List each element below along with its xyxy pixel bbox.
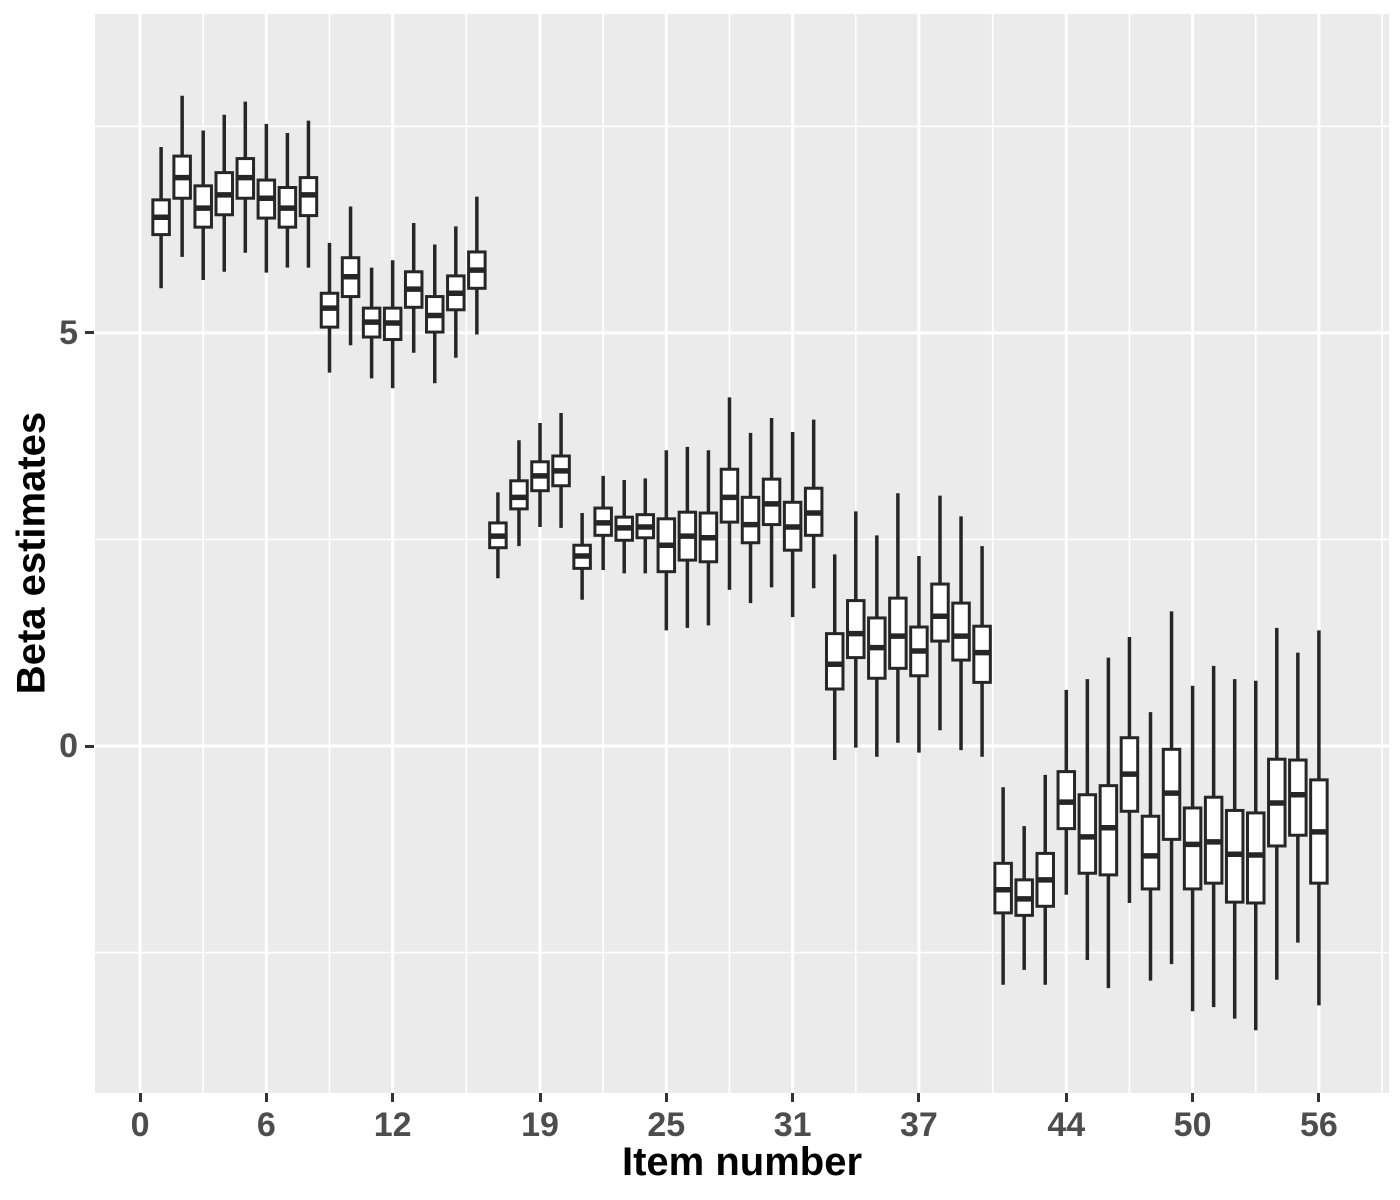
boxplot-item-27 — [698, 450, 719, 626]
iqr-box — [951, 601, 971, 662]
iqr-box — [824, 632, 845, 691]
x-tick-label: 0 — [130, 1106, 150, 1144]
boxplot-item-5 — [235, 101, 256, 253]
y-tick-label: 5 — [59, 313, 78, 352]
boxplot-item-38 — [930, 495, 950, 731]
boxplot-item-13 — [403, 223, 424, 353]
boxplot-item-25 — [656, 450, 677, 631]
x-tick-mark — [391, 1093, 395, 1102]
x-tick-mark — [1064, 1093, 1068, 1102]
boxplot-item-14 — [425, 244, 445, 384]
x-tick-label: 25 — [647, 1106, 686, 1144]
boxplot-item-10 — [340, 206, 361, 346]
boxplot-item-15 — [446, 226, 466, 358]
x-axis-title: Item number — [621, 1140, 863, 1184]
boxplot-item-53 — [1245, 680, 1266, 1031]
boxplot-item-52 — [1224, 679, 1245, 1019]
boxplot-item-32 — [803, 419, 824, 589]
x-tick-mark — [264, 1093, 268, 1102]
x-tick-mark — [138, 1093, 142, 1102]
boxplot-item-37 — [909, 555, 929, 753]
boxplot-item-51 — [1203, 665, 1224, 1008]
boxplot-item-39 — [951, 516, 971, 751]
x-tick-label: 37 — [900, 1106, 938, 1144]
boxplot-item-12 — [382, 260, 403, 389]
boxplot-item-56 — [1309, 630, 1329, 1006]
x-tick-label: 44 — [1047, 1106, 1086, 1144]
boxplot-item-8 — [298, 120, 319, 268]
x-tick-mark — [664, 1093, 668, 1102]
boxplot-item-29 — [740, 432, 761, 604]
plot-panel — [95, 14, 1389, 1093]
boxplot-item-31 — [782, 432, 803, 618]
iqr-box — [1077, 793, 1098, 875]
boxplot-item-43 — [1035, 774, 1055, 985]
boxplot-item-6 — [256, 123, 277, 273]
iqr-box — [1182, 806, 1203, 891]
x-tick-label: 6 — [256, 1106, 276, 1144]
boxplot-item-30 — [761, 418, 782, 588]
boxplot-item-21 — [572, 513, 592, 600]
boxplot-item-17 — [488, 492, 508, 579]
y-tick-mark — [85, 331, 94, 335]
y-tick-label: 0 — [59, 727, 78, 765]
boxplot-item-40 — [972, 546, 992, 757]
boxplot-item-1 — [151, 147, 171, 289]
boxplot-item-48 — [1140, 712, 1161, 981]
boxplot-item-35 — [867, 535, 887, 757]
boxplot-item-42 — [1014, 826, 1034, 970]
iqr-box — [1140, 814, 1161, 891]
boxplot-item-23 — [614, 479, 634, 574]
y-tick-mark — [85, 744, 94, 748]
boxplot-item-9 — [319, 242, 340, 373]
boxplot-item-4 — [214, 114, 235, 272]
boxplot-item-41 — [993, 787, 1013, 985]
x-tick-mark — [917, 1093, 921, 1102]
boxplot-item-26 — [677, 446, 698, 628]
boxplot-item-2 — [172, 95, 192, 257]
boxplot-item-3 — [193, 130, 213, 281]
boxplot-item-11 — [361, 267, 382, 379]
iqr-box — [888, 596, 908, 670]
boxplot-item-7 — [277, 132, 298, 268]
x-tick-label: 31 — [773, 1106, 812, 1144]
boxplot-item-28 — [719, 397, 740, 590]
boxplot-item-18 — [509, 440, 529, 547]
iqr-box — [930, 582, 950, 643]
y-axis-title: Beta estimates — [9, 411, 54, 695]
boxplot-item-24 — [635, 478, 656, 574]
boxplot-item-34 — [846, 511, 866, 748]
x-tick-mark — [538, 1093, 542, 1102]
boxplot-item-54 — [1267, 627, 1287, 980]
x-tick-label: 56 — [1299, 1106, 1338, 1144]
x-tick-mark — [1191, 1093, 1195, 1102]
boxplot-item-33 — [824, 554, 845, 761]
x-tick-mark — [791, 1093, 795, 1102]
x-tick-label: 12 — [373, 1106, 412, 1144]
boxplot-item-49 — [1161, 611, 1182, 965]
boxplot-item-16 — [467, 196, 487, 335]
iqr-box — [846, 599, 866, 660]
boxplot-item-22 — [593, 475, 613, 571]
boxplot-item-45 — [1077, 679, 1098, 960]
boxplot-item-36 — [888, 493, 908, 743]
boxplot-canvas — [95, 14, 1389, 1093]
boxplot-item-19 — [530, 422, 550, 528]
iqr-box — [1245, 811, 1266, 905]
x-tick-label: 50 — [1173, 1106, 1212, 1144]
iqr-box — [740, 495, 761, 545]
x-tick-mark — [1317, 1093, 1321, 1102]
boxplot-item-55 — [1288, 652, 1308, 943]
iqr-box — [1288, 758, 1308, 837]
boxplot-item-47 — [1119, 636, 1140, 903]
x-tick-label: 19 — [521, 1106, 559, 1144]
boxplot-item-44 — [1056, 689, 1077, 895]
boxplot-item-46 — [1098, 657, 1119, 989]
boxplot-item-20 — [551, 413, 571, 528]
boxplot-item-50 — [1182, 685, 1203, 1012]
